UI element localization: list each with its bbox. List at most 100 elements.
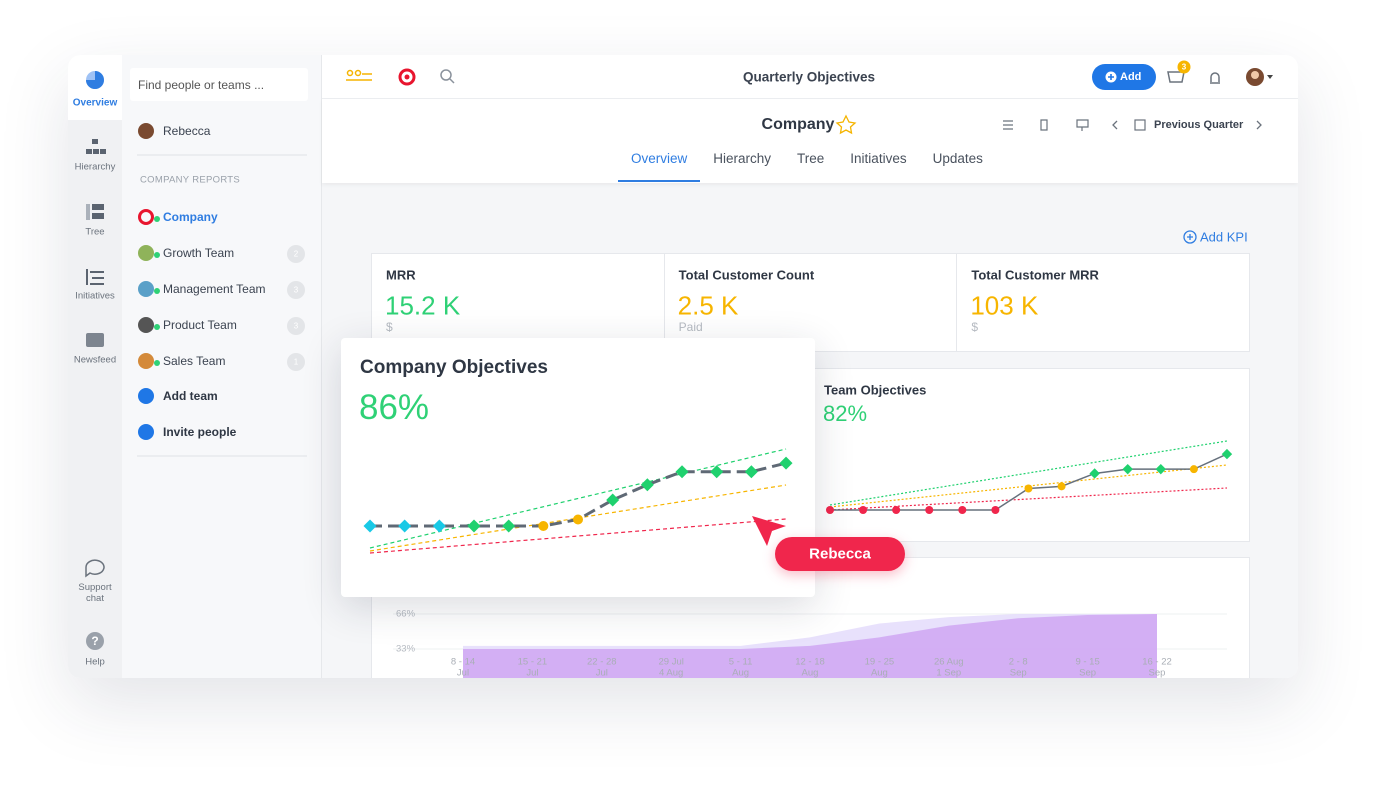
rail-label[interactable]: Help (85, 656, 105, 668)
kpi-unit: $ (971, 320, 979, 334)
user-name: Rebecca (163, 124, 211, 138)
team-avatar (138, 317, 154, 333)
rail-label[interactable]: Hierarchy (74, 161, 116, 173)
point (363, 519, 377, 533)
point (1122, 463, 1133, 475)
kpi-unit: $ (386, 320, 393, 334)
point (779, 456, 793, 470)
prev-arrow[interactable] (1112, 120, 1118, 130)
help-glyph: ? (91, 634, 99, 648)
point (398, 519, 412, 533)
x-tick-label: 29 Jul (659, 657, 684, 668)
team-name[interactable]: Sales Team (163, 354, 226, 368)
point (1057, 482, 1066, 491)
next-arrow[interactable] (1256, 120, 1262, 130)
point (826, 506, 834, 514)
team-avatar (138, 281, 154, 297)
company-card: Company Objectives 86% (341, 338, 815, 597)
x-tick-label: 4 Aug (659, 668, 683, 679)
rail-label[interactable]: Initiatives (75, 290, 115, 302)
x-tick-label: Jul (526, 668, 538, 679)
team-count: 3 (293, 321, 299, 331)
kpi-row: MRR 15.2 K $ Total Customer Count 2.5 K Paid T… (371, 253, 1250, 352)
x-tick-label: 15 - 21 (518, 657, 548, 668)
tab[interactable]: Initiatives (850, 151, 907, 166)
team-name[interactable]: Company (163, 210, 218, 224)
x-tick-label: Sep (1079, 668, 1096, 679)
point (675, 465, 689, 479)
action-label[interactable]: Add team (163, 389, 218, 403)
bell-icon[interactable] (1210, 72, 1220, 84)
search-icon[interactable] (440, 69, 452, 81)
overview-icon (86, 71, 104, 89)
add-button[interactable] (1092, 64, 1156, 90)
team-title: Team Objectives (824, 382, 927, 398)
company-logo (398, 68, 416, 86)
point (573, 514, 584, 525)
point (859, 506, 868, 514)
rail-label[interactable]: Overview (72, 97, 118, 109)
point (710, 465, 724, 479)
user-avatar (138, 123, 154, 139)
cursor-pill (775, 537, 905, 571)
search-placeholder: Find people or teams ... (138, 78, 265, 92)
point (432, 519, 446, 533)
company-logo (404, 74, 410, 80)
point (640, 478, 654, 492)
team-count-bg (287, 353, 305, 371)
x-tick-label: Aug (871, 668, 888, 679)
x-tick-label: 8 - 14 (451, 657, 475, 668)
add-label[interactable]: Add (1120, 71, 1142, 83)
point (467, 519, 481, 533)
team-avatar (138, 245, 154, 261)
cart-badge-count: 3 (1181, 62, 1187, 72)
x-tick-label: Aug (802, 668, 819, 679)
kpi-value: 15.2 K (385, 290, 461, 321)
action-label[interactable]: Invite people (163, 425, 237, 439)
kpi-label: Total Customer Count (678, 267, 815, 283)
star-icon[interactable] (835, 114, 857, 135)
team-count-bg (287, 281, 305, 299)
rail-label[interactable]: Support chat (78, 582, 112, 604)
period[interactable]: Previous Quarter (1154, 119, 1244, 131)
x-tick-label: 22 - 28 (587, 657, 617, 668)
status-dot (154, 324, 160, 330)
header-icons (1003, 119, 1089, 131)
x-tick-label: Jul (457, 668, 469, 679)
x-tick-label: 16 - 22 (1142, 657, 1172, 668)
search-box[interactable] (130, 68, 308, 101)
tab[interactable]: Hierarchy (713, 151, 772, 166)
kpi-value: 103 K (970, 290, 1039, 321)
kpi-label: Total Customer MRR (971, 267, 1099, 283)
status-dot (154, 360, 160, 366)
team-value: 82% (823, 401, 868, 426)
cursor-arrow (752, 516, 786, 546)
team-avatar (138, 353, 154, 369)
point (538, 521, 549, 531)
team-name[interactable]: Product Team (163, 318, 237, 332)
point (744, 465, 758, 479)
kpi-card: MRR 15.2 K $ (372, 254, 664, 351)
add-kpi[interactable]: Add KPI (1200, 229, 1248, 245)
team-name[interactable]: Management Team (163, 282, 266, 296)
kpi-value: 2.5 K (677, 290, 739, 321)
team-name[interactable]: Growth Team (163, 246, 235, 260)
tab[interactable]: Overview (618, 148, 701, 182)
trend-line (829, 440, 1228, 506)
point (958, 506, 967, 514)
team-card (808, 368, 1250, 542)
app-logo (346, 69, 372, 81)
x-tick-label: 9 - 15 (1075, 657, 1099, 668)
cart-icon[interactable] (1167, 71, 1185, 83)
rail-label[interactable]: Newsfeed (73, 354, 117, 366)
rail-label[interactable]: Tree (85, 226, 105, 238)
tab[interactable]: Updates (932, 151, 983, 166)
tab[interactable]: Tree (797, 151, 825, 166)
team-count-bg (287, 317, 305, 335)
x-tick-label: Sep (1010, 668, 1027, 679)
status-dot (154, 216, 160, 222)
point (1189, 465, 1198, 474)
